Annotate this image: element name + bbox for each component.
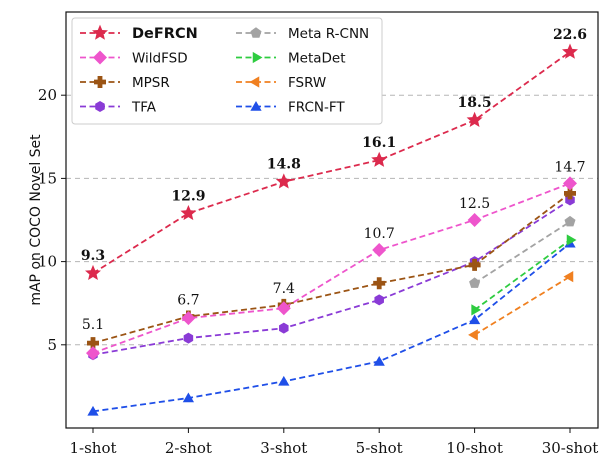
legend-marker-metadet — [252, 51, 263, 64]
series-meta-r-cnn — [469, 215, 576, 288]
y-tick-label-10: 10 — [38, 253, 57, 271]
legend-label-tfa: TFA — [131, 100, 157, 116]
series-line-fsrw — [474, 275, 571, 336]
legend-box — [71, 17, 383, 125]
legend-label-mpsr: MPSR — [132, 75, 170, 91]
data-label-wildfsd-5: 14.7 — [554, 159, 585, 175]
x-tick-label-10-shot: 10-shot — [446, 439, 503, 457]
legend-label-wildfsd: WildFSD — [132, 51, 188, 67]
axis-layer: 5 10 15 20 1-shot 2-shot 3-shot 5-shot 10-shot 30… — [38, 86, 598, 457]
data-label-defrcn-2: 14.8 — [267, 157, 301, 173]
point-frcn-ft-3 — [373, 355, 385, 366]
point-defrcn-1 — [180, 204, 197, 221]
y-axis-label: mAP on COCO Novel Set — [28, 134, 44, 306]
series-line-mpsr — [92, 192, 571, 344]
legend-marker-meta-r-cnn — [250, 27, 262, 38]
series-line-defrcn — [92, 51, 571, 274]
data-label-wildfsd-0: 5.1 — [82, 317, 104, 333]
plot-frame — [65, 11, 599, 429]
legend-marker-fsrw — [249, 76, 260, 88]
legend-entry-defrcn: DeFRCN — [80, 24, 198, 42]
legend-entry-tfa: TFA — [80, 100, 157, 116]
legend-entry-mpsr: MPSR — [80, 75, 170, 91]
legend-marker-frcn-ft — [250, 101, 262, 111]
legend-entry-wildfsd: WildFSD — [80, 50, 188, 67]
point-mpsr-0 — [87, 337, 99, 350]
y-tick-label-20: 20 — [38, 86, 57, 104]
point-wildfsd-5 — [563, 176, 577, 191]
legend: DeFRCN WildFSD MPSR TFA Meta R-CNN MetaDet FSR… — [71, 17, 383, 125]
series-metadet — [471, 234, 577, 316]
point-metadet-0 — [471, 304, 482, 316]
series-line-tfa — [92, 199, 571, 356]
legend-entry-frcn-ft: FRCN-FT — [236, 100, 345, 116]
legend-entry-fsrw: FSRW — [236, 75, 326, 91]
point-frcn-ft-4 — [468, 314, 481, 325]
legend-label-defrcn: DeFRCN — [132, 26, 198, 42]
y-tick-label-15: 15 — [38, 169, 57, 187]
legend-label-meta-r-cnn: Meta R-CNN — [288, 26, 369, 42]
data-label-defrcn-0: 9.3 — [81, 248, 105, 264]
series-fsrw — [468, 270, 574, 341]
data-labels: 9.3 12.9 14.8 16.1 18.5 22.6 5.1 6.7 7.4 10.7 12.5… — [81, 27, 587, 333]
point-wildfsd-4 — [467, 213, 482, 227]
point-defrcn-3 — [371, 151, 388, 167]
y-tick-label-5: 5 — [47, 336, 57, 354]
point-meta-r-cnn-1 — [564, 215, 576, 227]
point-frcn-ft-1 — [182, 392, 195, 403]
data-label-defrcn-3: 16.1 — [362, 135, 396, 151]
series-line-metadet — [474, 239, 571, 311]
x-tick-label-3-shot: 3-shot — [260, 439, 307, 457]
data-label-defrcn-4: 18.5 — [458, 95, 492, 111]
series-tfa — [88, 194, 575, 361]
legend-label-frcn-ft: FRCN-FT — [288, 100, 345, 116]
point-tfa-2 — [279, 322, 289, 334]
series-wildfsd — [86, 176, 577, 361]
point-tfa-1 — [183, 332, 194, 344]
data-label-wildfsd-1: 6.7 — [177, 293, 199, 309]
legend-marker-wildfsd — [93, 50, 107, 65]
point-wildfsd-3 — [372, 242, 387, 257]
legend-entry-meta-r-cnn: Meta R-CNN — [236, 26, 369, 42]
point-wildfsd-2 — [276, 301, 291, 316]
data-label-wildfsd-4: 12.5 — [459, 196, 490, 212]
x-tick-label-30-shot: 30-shot — [542, 439, 599, 457]
data-label-wildfsd-3: 10.7 — [364, 226, 395, 242]
point-meta-r-cnn-0 — [469, 277, 481, 288]
point-defrcn-5 — [562, 43, 578, 59]
point-metadet-1 — [566, 234, 577, 246]
point-wildfsd-0 — [86, 346, 100, 361]
point-defrcn-4 — [466, 111, 483, 127]
point-wildfsd-1 — [181, 311, 196, 326]
point-defrcn-0 — [85, 264, 101, 281]
legend-marker-mpsr — [94, 76, 106, 88]
series-line-wildfsd — [92, 182, 571, 354]
series-layer — [85, 43, 578, 416]
point-frcn-ft-0 — [87, 405, 99, 416]
point-defrcn-2 — [275, 173, 292, 189]
point-mpsr-3 — [373, 277, 386, 290]
point-fsrw-0 — [468, 329, 478, 341]
series-defrcn — [85, 43, 578, 281]
point-fsrw-1 — [563, 270, 574, 283]
point-frcn-ft-2 — [278, 375, 290, 386]
data-label-defrcn-5: 22.6 — [553, 27, 587, 43]
legend-label-metadet: MetaDet — [288, 51, 346, 67]
x-tick-label-2-shot: 2-shot — [165, 439, 212, 457]
point-mpsr-5 — [564, 187, 576, 200]
legend-label-fsrw: FSRW — [288, 75, 326, 91]
x-tick-label-5-shot: 5-shot — [356, 439, 403, 457]
series-line-frcn-ft — [92, 242, 571, 413]
legend-entry-metadet: MetaDet — [236, 51, 346, 67]
point-tfa-3 — [374, 294, 384, 306]
legend-marker-tfa — [95, 101, 105, 112]
series-mpsr — [87, 187, 576, 350]
data-label-wildfsd-2: 7.4 — [273, 281, 295, 297]
legend-marker-defrcn — [92, 24, 108, 40]
x-tick-label-1-shot: 1-shot — [69, 439, 116, 457]
data-label-defrcn-1: 12.9 — [171, 188, 205, 204]
point-mpsr-4 — [468, 258, 481, 271]
